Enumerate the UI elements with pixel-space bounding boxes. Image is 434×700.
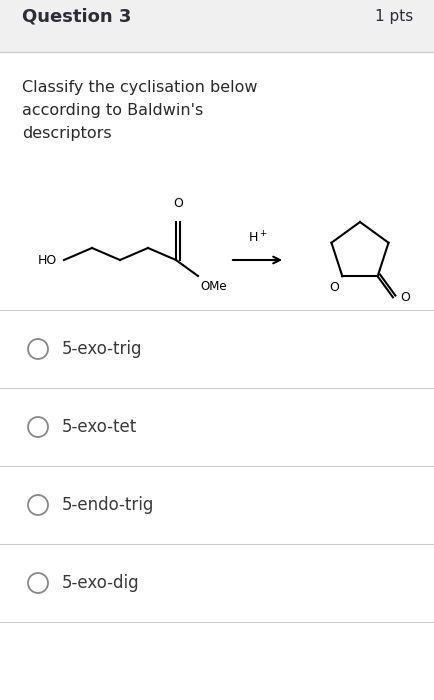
Text: O: O xyxy=(399,290,409,304)
Text: Classify the cyclisation below
according to Baldwin's
descriptors: Classify the cyclisation below according… xyxy=(22,80,257,141)
Bar xyxy=(0,0,434,52)
Text: H$^+$: H$^+$ xyxy=(247,231,266,246)
Text: 5-endo-trig: 5-endo-trig xyxy=(62,496,154,514)
Text: 5-exo-tet: 5-exo-tet xyxy=(62,418,137,436)
Text: 5-exo-trig: 5-exo-trig xyxy=(62,340,142,358)
Text: 1 pts: 1 pts xyxy=(374,10,412,25)
Text: OMe: OMe xyxy=(200,280,226,293)
Text: 5-exo-dig: 5-exo-dig xyxy=(62,574,139,592)
Text: O: O xyxy=(173,197,183,210)
Text: Question 3: Question 3 xyxy=(22,8,131,26)
Text: HO: HO xyxy=(38,253,57,267)
Text: O: O xyxy=(329,281,339,294)
